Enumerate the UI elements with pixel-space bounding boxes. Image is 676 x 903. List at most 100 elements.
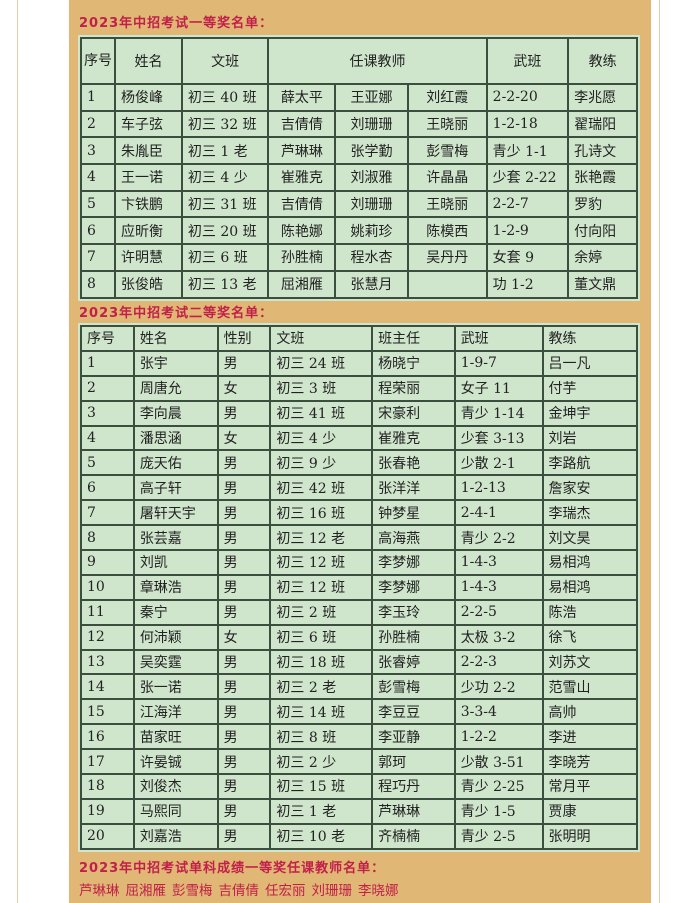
table-cell: 芦琳琳 (371, 797, 456, 825)
table-cell: 付向阳 (567, 216, 638, 246)
header-class: 文班 (269, 325, 374, 352)
table-cell: 1-2-9 (485, 216, 570, 246)
table-cell: 董文鼎 (567, 269, 638, 299)
table-cell: 女 (216, 424, 272, 452)
teacher-name: 屈湘雁 (125, 883, 167, 899)
table-cell: 吉倩倩 (267, 189, 337, 219)
table-cell: 屈湘雁 (267, 269, 337, 299)
table-cell: 10 (80, 573, 135, 601)
table-cell: 12 (80, 623, 135, 651)
table-cell: 詹家安 (541, 474, 639, 502)
table-cell: 刘嘉浩 (132, 822, 219, 850)
table-row: 4 潘思涵女初三 4 少崔雅克 少套 3-13 刘岩 (80, 424, 639, 452)
table-cell: 初三 10 老 (269, 822, 374, 850)
table-cell: 李豆豆 (371, 698, 456, 726)
table-cell: 刘凯 (132, 549, 219, 576)
table-cell: 周唐允 (132, 374, 219, 402)
table-cell: 1-2-13 (453, 474, 544, 502)
table-cell: 2 (80, 109, 116, 139)
table-cell: 王晓丽 (406, 189, 488, 219)
header-name: 姓名 (132, 325, 219, 352)
table-cell: 易相鸿 (541, 573, 639, 601)
table-cell: 初三 6 班 (180, 243, 270, 272)
table-row: 5 庞天佑男初三 9 少张春艳 少散 2-1 李路航 (80, 449, 639, 477)
table-cell: 吴丹丹 (406, 243, 488, 272)
table-cell: 许晏铖 (132, 748, 219, 776)
second-prize-table-wrap: 序号 姓名 性别 文班 班主任 武班 教练 1 张宇男初三 24 班杨晓宁 1-9-… (78, 323, 640, 852)
table-cell: 初三 42 班 (269, 474, 374, 502)
table-cell: 男 (216, 723, 272, 751)
table-cell: 少套 2-22 (485, 163, 570, 192)
table-cell: 孙胜楠 (371, 623, 456, 651)
table-row: 4 王一诺 初三 4 少崔雅克 刘淑雅 许晶晶 少套 2-22 张艳霞 (80, 163, 638, 192)
table-cell: 刘苏文 (541, 648, 639, 676)
table-cell: 李兆愿 (567, 83, 638, 112)
table-cell: 苗家旺 (132, 723, 219, 751)
teacher-name: 任宏丽 (265, 883, 306, 899)
header-gender: 性别 (216, 325, 272, 352)
table-cell: 彭雪梅 (371, 673, 456, 701)
table-cell: 青少 1-5 (453, 797, 544, 825)
table-cell: 8 (80, 524, 135, 552)
teacher-name: 刘珊珊 (311, 883, 353, 899)
table-cell: 秦宁 (132, 598, 219, 626)
table-cell: 陈浩 (541, 598, 639, 626)
table-cell: 吴奕霆 (132, 648, 219, 676)
table-row: 8 张芸嘉男初三 12 老高海燕 青少 2-2 刘文昊 (80, 524, 639, 552)
table-row: 7 屠轩天宇男初三 16 班钟梦星 2-4-1 李瑞杰 (80, 499, 639, 527)
table-cell: 孙胜楠 (267, 243, 337, 272)
table-cell: 14 (80, 673, 135, 701)
table-row: 1 张宇男初三 24 班杨晓宁 1-9-7 吕一凡 (80, 349, 639, 377)
table-row: 18 刘俊杰男初三 15 班程巧丹 青少 2-25 常月平 (80, 773, 639, 800)
table-row: 14 张一诺男初三 2 老彭雪梅 少功 2-2 范雪山 (80, 673, 639, 701)
table-cell: 青少 1-1 (485, 136, 570, 166)
header-name: 姓名 (114, 37, 183, 85)
table-cell: 男 (216, 598, 272, 626)
table-cell: 初三 12 班 (269, 573, 374, 601)
header-teachers: 任课教师 (267, 37, 488, 85)
table-cell: 1-2-18 (485, 109, 570, 139)
table-cell: 李晓芳 (541, 748, 639, 776)
table-cell: 5 (80, 449, 135, 477)
table-cell: 7 (80, 499, 135, 527)
table-cell: 初三 32 班 (180, 109, 270, 139)
table-cell: 李梦娜 (371, 549, 456, 576)
table-cell: 6 (80, 474, 135, 502)
table-cell: 张明明 (541, 822, 639, 850)
table-cell: 张一诺 (132, 673, 219, 701)
table-cell: 1-9-7 (453, 349, 544, 377)
table-cell: 章琳浩 (132, 573, 219, 601)
table-cell: 男 (216, 524, 272, 552)
table-cell: 男 (216, 549, 272, 576)
table-cell: 青少 1-14 (453, 399, 544, 427)
table-row: 13 吴奕霆男初三 18 班张睿婷 2-2-3 刘苏文 (80, 648, 639, 676)
table-cell: 4 (80, 163, 116, 192)
table-cell: 应昕衡 (114, 216, 183, 246)
table-cell: 5 (80, 189, 116, 219)
table-cell: 刘珊珊 (334, 109, 409, 139)
table-cell: 付芋 (541, 374, 639, 402)
table-cell: 3 (80, 136, 116, 166)
table-cell: 少功 2-2 (453, 673, 544, 701)
table-cell: 初三 4 少 (180, 163, 270, 192)
table-cell: 崔雅克 (267, 163, 337, 192)
table-cell: 9 (80, 549, 135, 576)
table-cell: 张慧月 (334, 269, 409, 299)
table-row: 19 马熙同男初三 1 老芦琳琳 青少 1-5 贾康 (80, 797, 639, 825)
table-cell: 1-4-3 (453, 573, 544, 601)
header-coach: 教练 (541, 325, 639, 352)
table-cell: 李进 (541, 723, 639, 751)
table-cell: 许晶晶 (406, 163, 488, 192)
table-cell: 刘岩 (541, 424, 639, 452)
header-class: 文班 (180, 37, 270, 85)
table-row: 12 何沛颖女初三 6 班孙胜楠 太极 3-2 徐飞 (80, 623, 639, 651)
table-cell: 女 (216, 374, 272, 402)
table-cell: 男 (216, 499, 272, 527)
teacher-name: 彭雪梅 (172, 883, 213, 899)
table-cell: 翟瑞阳 (567, 109, 638, 139)
table-cell: 初三 15 班 (269, 773, 374, 800)
table-header: 序号 姓名 性别 文班 班主任 武班 教练 (80, 325, 639, 352)
table-cell: 屠轩天宇 (132, 499, 219, 527)
table-cell: 范雪山 (541, 673, 639, 701)
page-border-left (17, 0, 18, 903)
